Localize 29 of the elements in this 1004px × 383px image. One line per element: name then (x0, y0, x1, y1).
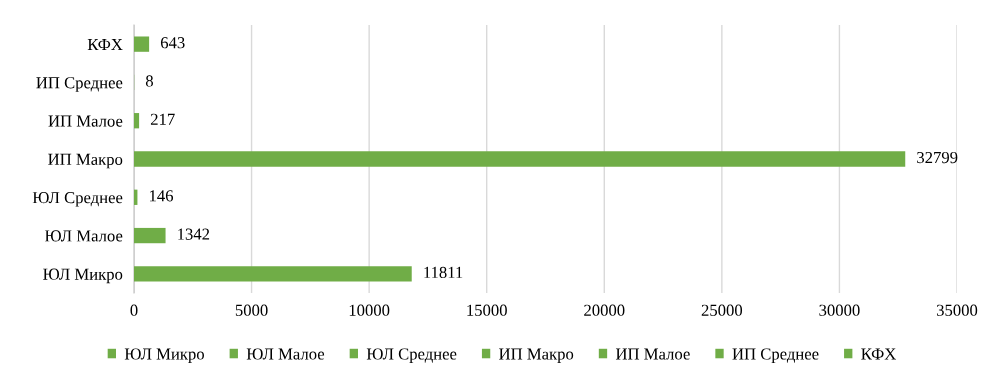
x-tick-label: 30000 (819, 304, 860, 316)
y-tick-label: ЮЛ Микро (43, 268, 123, 284)
legend-label: ИП Макро (499, 348, 574, 363)
legend-label: ЮЛ Микро (124, 348, 204, 363)
data-label: 643 (160, 37, 185, 49)
data-label: 11811 (424, 266, 463, 279)
y-tick-label: ИП Малое (48, 115, 123, 127)
x-tick-label: 20000 (584, 304, 625, 316)
y-tick-label: ЮЛ Малое (44, 230, 123, 242)
data-label: 146 (150, 190, 174, 202)
x-tick-label: 25000 (701, 304, 743, 316)
legend-label: ЮЛ Малое (246, 348, 325, 360)
data-label: 8 (145, 75, 153, 87)
data-label: 217 (150, 113, 175, 125)
x-tick-label: 15000 (467, 304, 507, 316)
x-tick-label: 35000 (936, 304, 978, 316)
data-label: 32799 (917, 151, 958, 164)
y-tick-label: ИП Среднее (36, 77, 123, 92)
x-tick-label: 5000 (235, 304, 268, 316)
x-tick-label: 10000 (349, 304, 390, 316)
data-label: 1342 (178, 228, 210, 240)
y-tick-label: ЮЛ Среднее (32, 192, 123, 207)
legend-label: КФХ (861, 348, 897, 360)
legend-label: ИП Малое (615, 348, 690, 360)
x-tick-label: 0 (130, 304, 138, 316)
legend-label: ИП Среднее (732, 348, 819, 363)
y-tick-label: ИП Макро (48, 153, 123, 169)
y-tick-label: КФХ (87, 39, 123, 50)
legend-label: ЮЛ Среднее (366, 348, 457, 363)
